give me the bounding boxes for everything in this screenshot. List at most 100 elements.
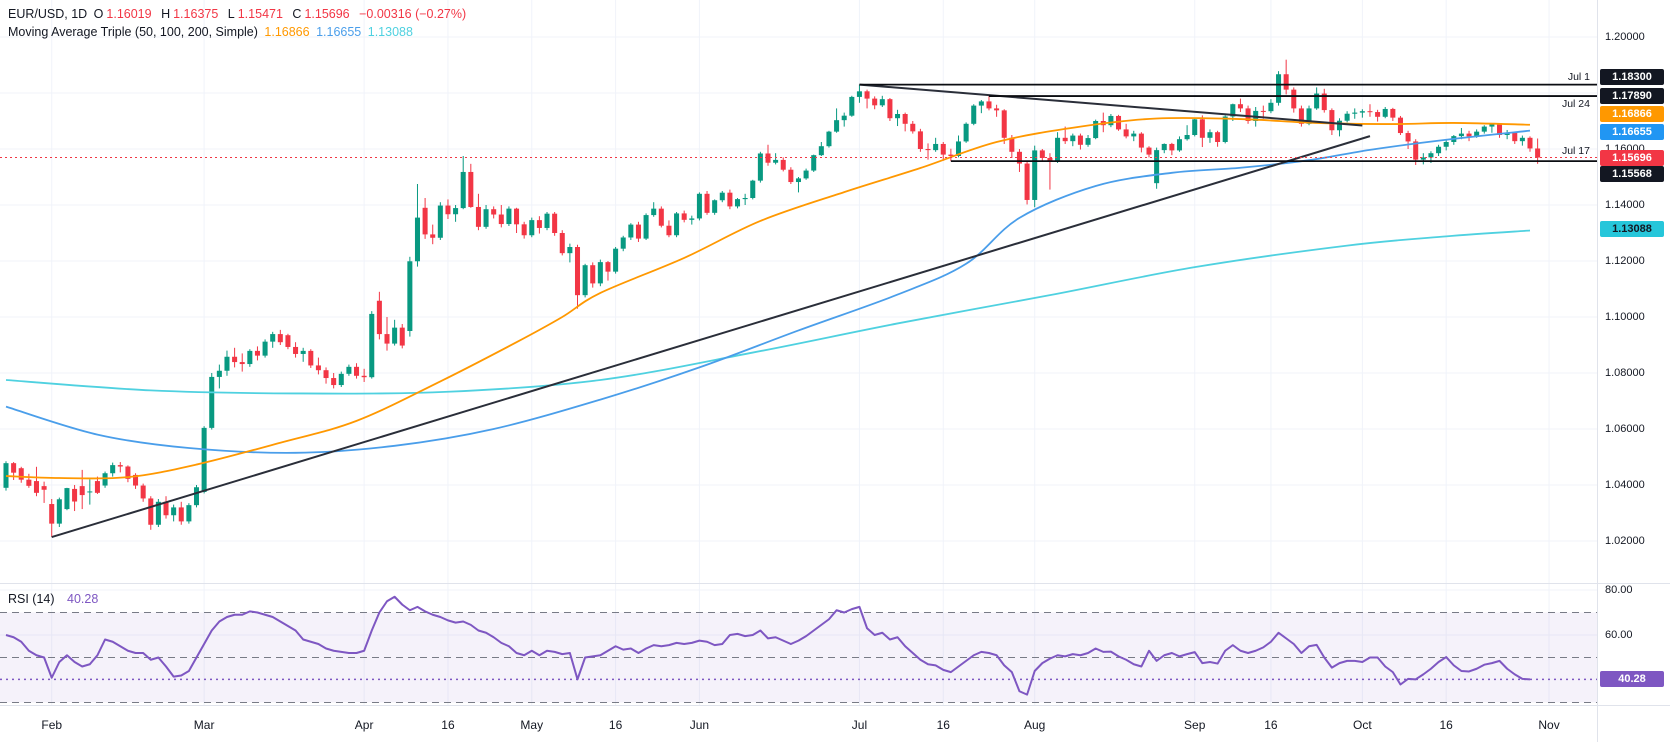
candle-body xyxy=(1062,137,1068,142)
candle-body xyxy=(1146,147,1152,155)
candle-body xyxy=(1116,115,1122,130)
candle-body xyxy=(1207,132,1213,138)
candle-body xyxy=(178,507,184,522)
candle-body xyxy=(1230,104,1236,117)
candle-body xyxy=(514,208,520,225)
candle-body xyxy=(193,487,200,506)
time-axis-label: Apr xyxy=(354,718,374,732)
ma-indicator-title[interactable]: Moving Average Triple (50, 100, 200, Sim… xyxy=(8,25,258,39)
candle-body xyxy=(1032,150,1038,200)
candle-body xyxy=(788,169,794,183)
candle-body xyxy=(1131,133,1137,137)
candle-body xyxy=(308,350,314,366)
ascending-support-trendline[interactable] xyxy=(51,135,1371,539)
pane-separator[interactable] xyxy=(0,583,1670,584)
candle-body xyxy=(445,205,451,215)
candle-body xyxy=(1458,133,1464,137)
price-axis-separator[interactable] xyxy=(1597,0,1598,742)
candle-body xyxy=(597,262,603,284)
candle-body xyxy=(1222,116,1228,142)
candle-body xyxy=(674,213,680,236)
time-axis-label: 16 xyxy=(608,718,623,732)
candle-body xyxy=(590,265,596,284)
time-axis-label: Feb xyxy=(41,718,63,732)
candle-body xyxy=(1093,121,1099,139)
ma200-value: 1.13088 xyxy=(367,25,413,39)
ma-100-line[interactable] xyxy=(5,129,1531,454)
candle-body xyxy=(872,98,878,106)
price-badge: 1.17890 xyxy=(1600,88,1664,105)
candle-body xyxy=(1291,89,1297,109)
candle-body xyxy=(818,146,824,156)
symbol-title[interactable]: EUR/USD, 1D xyxy=(8,7,88,21)
candle-body xyxy=(1215,132,1221,142)
candle-body xyxy=(994,108,1000,111)
candle-body xyxy=(437,205,443,238)
candle-body xyxy=(948,154,954,156)
candle-body xyxy=(155,501,161,525)
candle-body xyxy=(1047,157,1053,162)
rsi-axis-label: 60.00 xyxy=(1605,629,1633,641)
candle-body xyxy=(1382,108,1388,117)
candle-body xyxy=(795,178,801,183)
price-axis-label: 1.04000 xyxy=(1605,479,1645,491)
candle-body xyxy=(574,247,581,296)
time-axis-label: 16 xyxy=(936,718,950,732)
candle-body xyxy=(1359,111,1365,113)
candle-body xyxy=(392,327,398,344)
candle-body xyxy=(133,474,139,486)
candle-body xyxy=(414,217,420,262)
candle-body xyxy=(696,193,702,219)
candle-body xyxy=(140,485,146,499)
candle-body xyxy=(1176,139,1182,151)
candle-body xyxy=(955,141,962,156)
rsi-current-value: 40.28 xyxy=(67,592,99,606)
ma-200-line[interactable] xyxy=(5,229,1531,395)
candle-body xyxy=(803,170,809,179)
candle-body xyxy=(224,356,230,371)
candle-body xyxy=(102,473,108,486)
candle-body xyxy=(216,370,222,377)
candle-body xyxy=(940,143,946,155)
candle-body xyxy=(453,208,459,215)
candle-body xyxy=(475,206,481,227)
candle-body xyxy=(658,208,664,226)
rsi-indicator-legend[interactable]: RSI (14) 40.28 xyxy=(8,592,101,606)
candle-body xyxy=(1077,135,1083,145)
candle-body xyxy=(1298,108,1304,124)
ma-50-line[interactable] xyxy=(5,117,1531,480)
ma-indicator-legend[interactable]: Moving Average Triple (50, 100, 200, Sim… xyxy=(8,25,416,39)
candle-body xyxy=(1184,135,1190,140)
candle-body xyxy=(201,427,207,492)
price-axis-label: 1.08000 xyxy=(1605,367,1645,379)
time-axis-label: Aug xyxy=(1024,718,1046,732)
candle-body xyxy=(635,224,641,239)
rsi-line[interactable] xyxy=(5,595,1531,696)
candle-body xyxy=(1397,117,1403,134)
candle-body xyxy=(963,123,969,142)
candle-body xyxy=(468,171,474,207)
time-axis-label: 16 xyxy=(1439,718,1453,732)
descending-resistance-trendline[interactable] xyxy=(859,83,1363,127)
candle-body xyxy=(483,209,489,227)
candle-body xyxy=(1466,133,1472,137)
candle-body xyxy=(72,488,78,502)
candle-body xyxy=(117,465,123,467)
candle-body xyxy=(1527,137,1533,149)
candle-body xyxy=(544,213,550,228)
price-badge: 1.15568 xyxy=(1600,166,1664,183)
candle-body xyxy=(277,334,283,343)
candle-body xyxy=(300,350,306,354)
price-axis-label: 1.14000 xyxy=(1605,199,1645,211)
candle-body xyxy=(895,114,901,119)
candle-body xyxy=(399,327,405,346)
candle-body xyxy=(1138,133,1144,148)
candle-body xyxy=(1009,137,1015,152)
rsi-indicator-title[interactable]: RSI (14) xyxy=(8,592,55,606)
candle-body xyxy=(376,300,382,335)
candle-body xyxy=(1024,163,1030,200)
price-badge: 1.18300 xyxy=(1600,68,1664,85)
candle-body xyxy=(628,224,634,238)
symbol-legend[interactable]: EUR/USD, 1D O 1.16019 H 1.16375 L 1.15471 C… xyxy=(8,7,469,21)
